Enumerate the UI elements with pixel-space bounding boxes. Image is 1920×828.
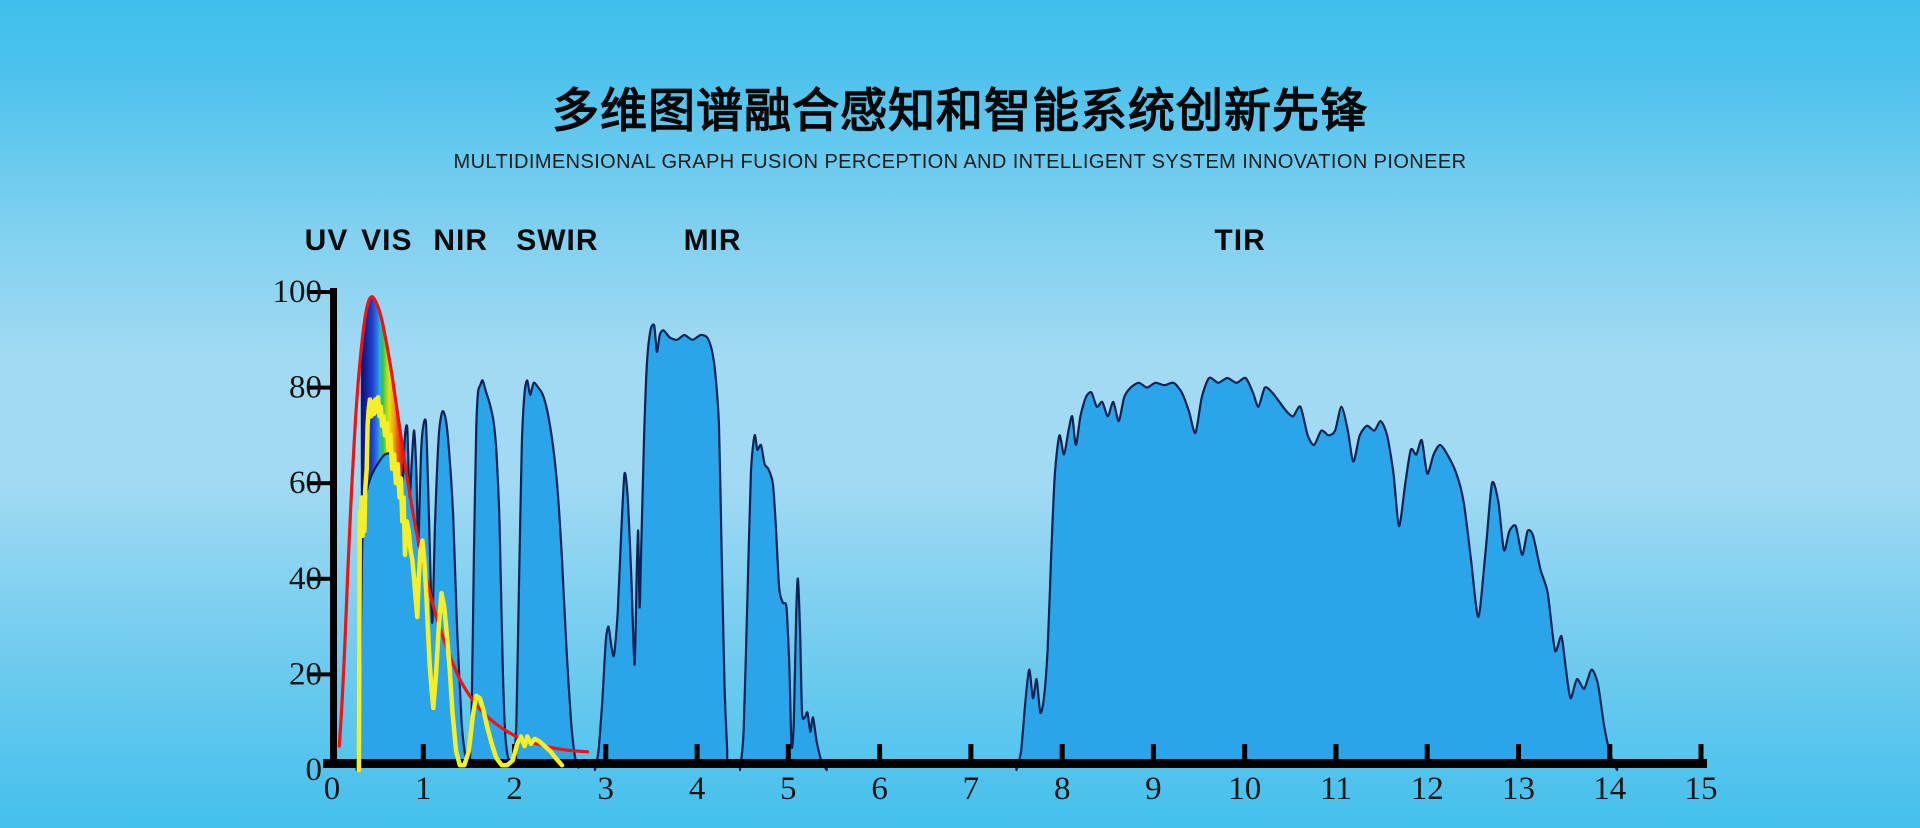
solar-irradiance-curve: [356, 394, 565, 773]
page-subtitle: MULTIDIMENSIONAL GRAPH FUSION PERCEPTION…: [453, 151, 1467, 173]
x-tick-label: 13: [1502, 771, 1535, 807]
x-tick: [968, 744, 974, 759]
x-tick-label: 15: [1685, 771, 1718, 807]
y-tick-label: 20: [289, 656, 322, 692]
x-tick-label: 14: [1593, 771, 1626, 807]
x-tick-label: 4: [689, 771, 706, 807]
x-tick-label: 11: [1320, 771, 1352, 807]
x-tick-label: 6: [871, 771, 888, 807]
y-tick: [308, 290, 330, 294]
y-tick-label: 100: [273, 274, 323, 310]
x-tick-label: 0: [324, 771, 341, 807]
x-tick-label: 10: [1228, 771, 1261, 807]
x-tick-label: 12: [1411, 771, 1444, 807]
x-tick: [1424, 744, 1430, 759]
y-tick-label: 80: [289, 370, 322, 406]
y-axis: [330, 288, 337, 766]
y-tick: [308, 672, 330, 677]
x-tick-label: 7: [963, 771, 980, 807]
x-tick-label: 8: [1054, 771, 1071, 807]
x-tick: [1059, 744, 1065, 759]
transmission-window-area-1: [355, 410, 470, 772]
spectral-band-labels: UV VIS NIR SWIR MIR TIR: [0, 224, 1920, 258]
transmission-window-area-3: [512, 379, 580, 769]
y-tick-label: 60: [289, 465, 322, 501]
x-tick-label: 3: [598, 771, 615, 807]
x-tick-label: 9: [1145, 771, 1162, 807]
transmission-window-area-5: [738, 434, 828, 772]
x-tick-label: 2: [506, 771, 523, 807]
x-tick: [420, 744, 426, 759]
x-tick: [1607, 744, 1613, 759]
band-label-swir: SWIR: [516, 224, 599, 257]
x-tick-label: 1: [415, 771, 432, 807]
x-tick: [603, 744, 609, 759]
band-label-mir: MIR: [683, 224, 742, 257]
y-tick: [308, 481, 330, 486]
x-tick: [785, 744, 791, 759]
x-axis: [323, 759, 1707, 768]
band-label-vis: VIS: [361, 224, 413, 257]
x-tick: [1516, 744, 1521, 759]
y-tick: [308, 576, 330, 581]
band-label-uv: UV: [304, 224, 349, 257]
x-tick: [1150, 744, 1156, 759]
y-tick: [308, 385, 330, 390]
transmission-window-area-2: [468, 379, 512, 768]
page-title: 多维图谱融合感知和智能系统创新先锋: [552, 84, 1368, 138]
x-tick: [877, 744, 883, 759]
x-tick: [694, 744, 700, 759]
band-label-tir: TIR: [1214, 224, 1266, 257]
transmission-window-area-6: [1015, 376, 1619, 772]
solar-envelope-curve: [337, 295, 590, 754]
x-tick: [1698, 744, 1704, 759]
transmission-window-area-4: [593, 323, 729, 772]
y-tick-label: 0: [306, 752, 323, 788]
x-tick-label: 5: [780, 771, 797, 807]
band-label-nir: NIR: [433, 224, 489, 257]
x-tick: [1242, 744, 1248, 759]
y-tick-label: 40: [289, 561, 322, 597]
x-tick: [1333, 744, 1339, 759]
